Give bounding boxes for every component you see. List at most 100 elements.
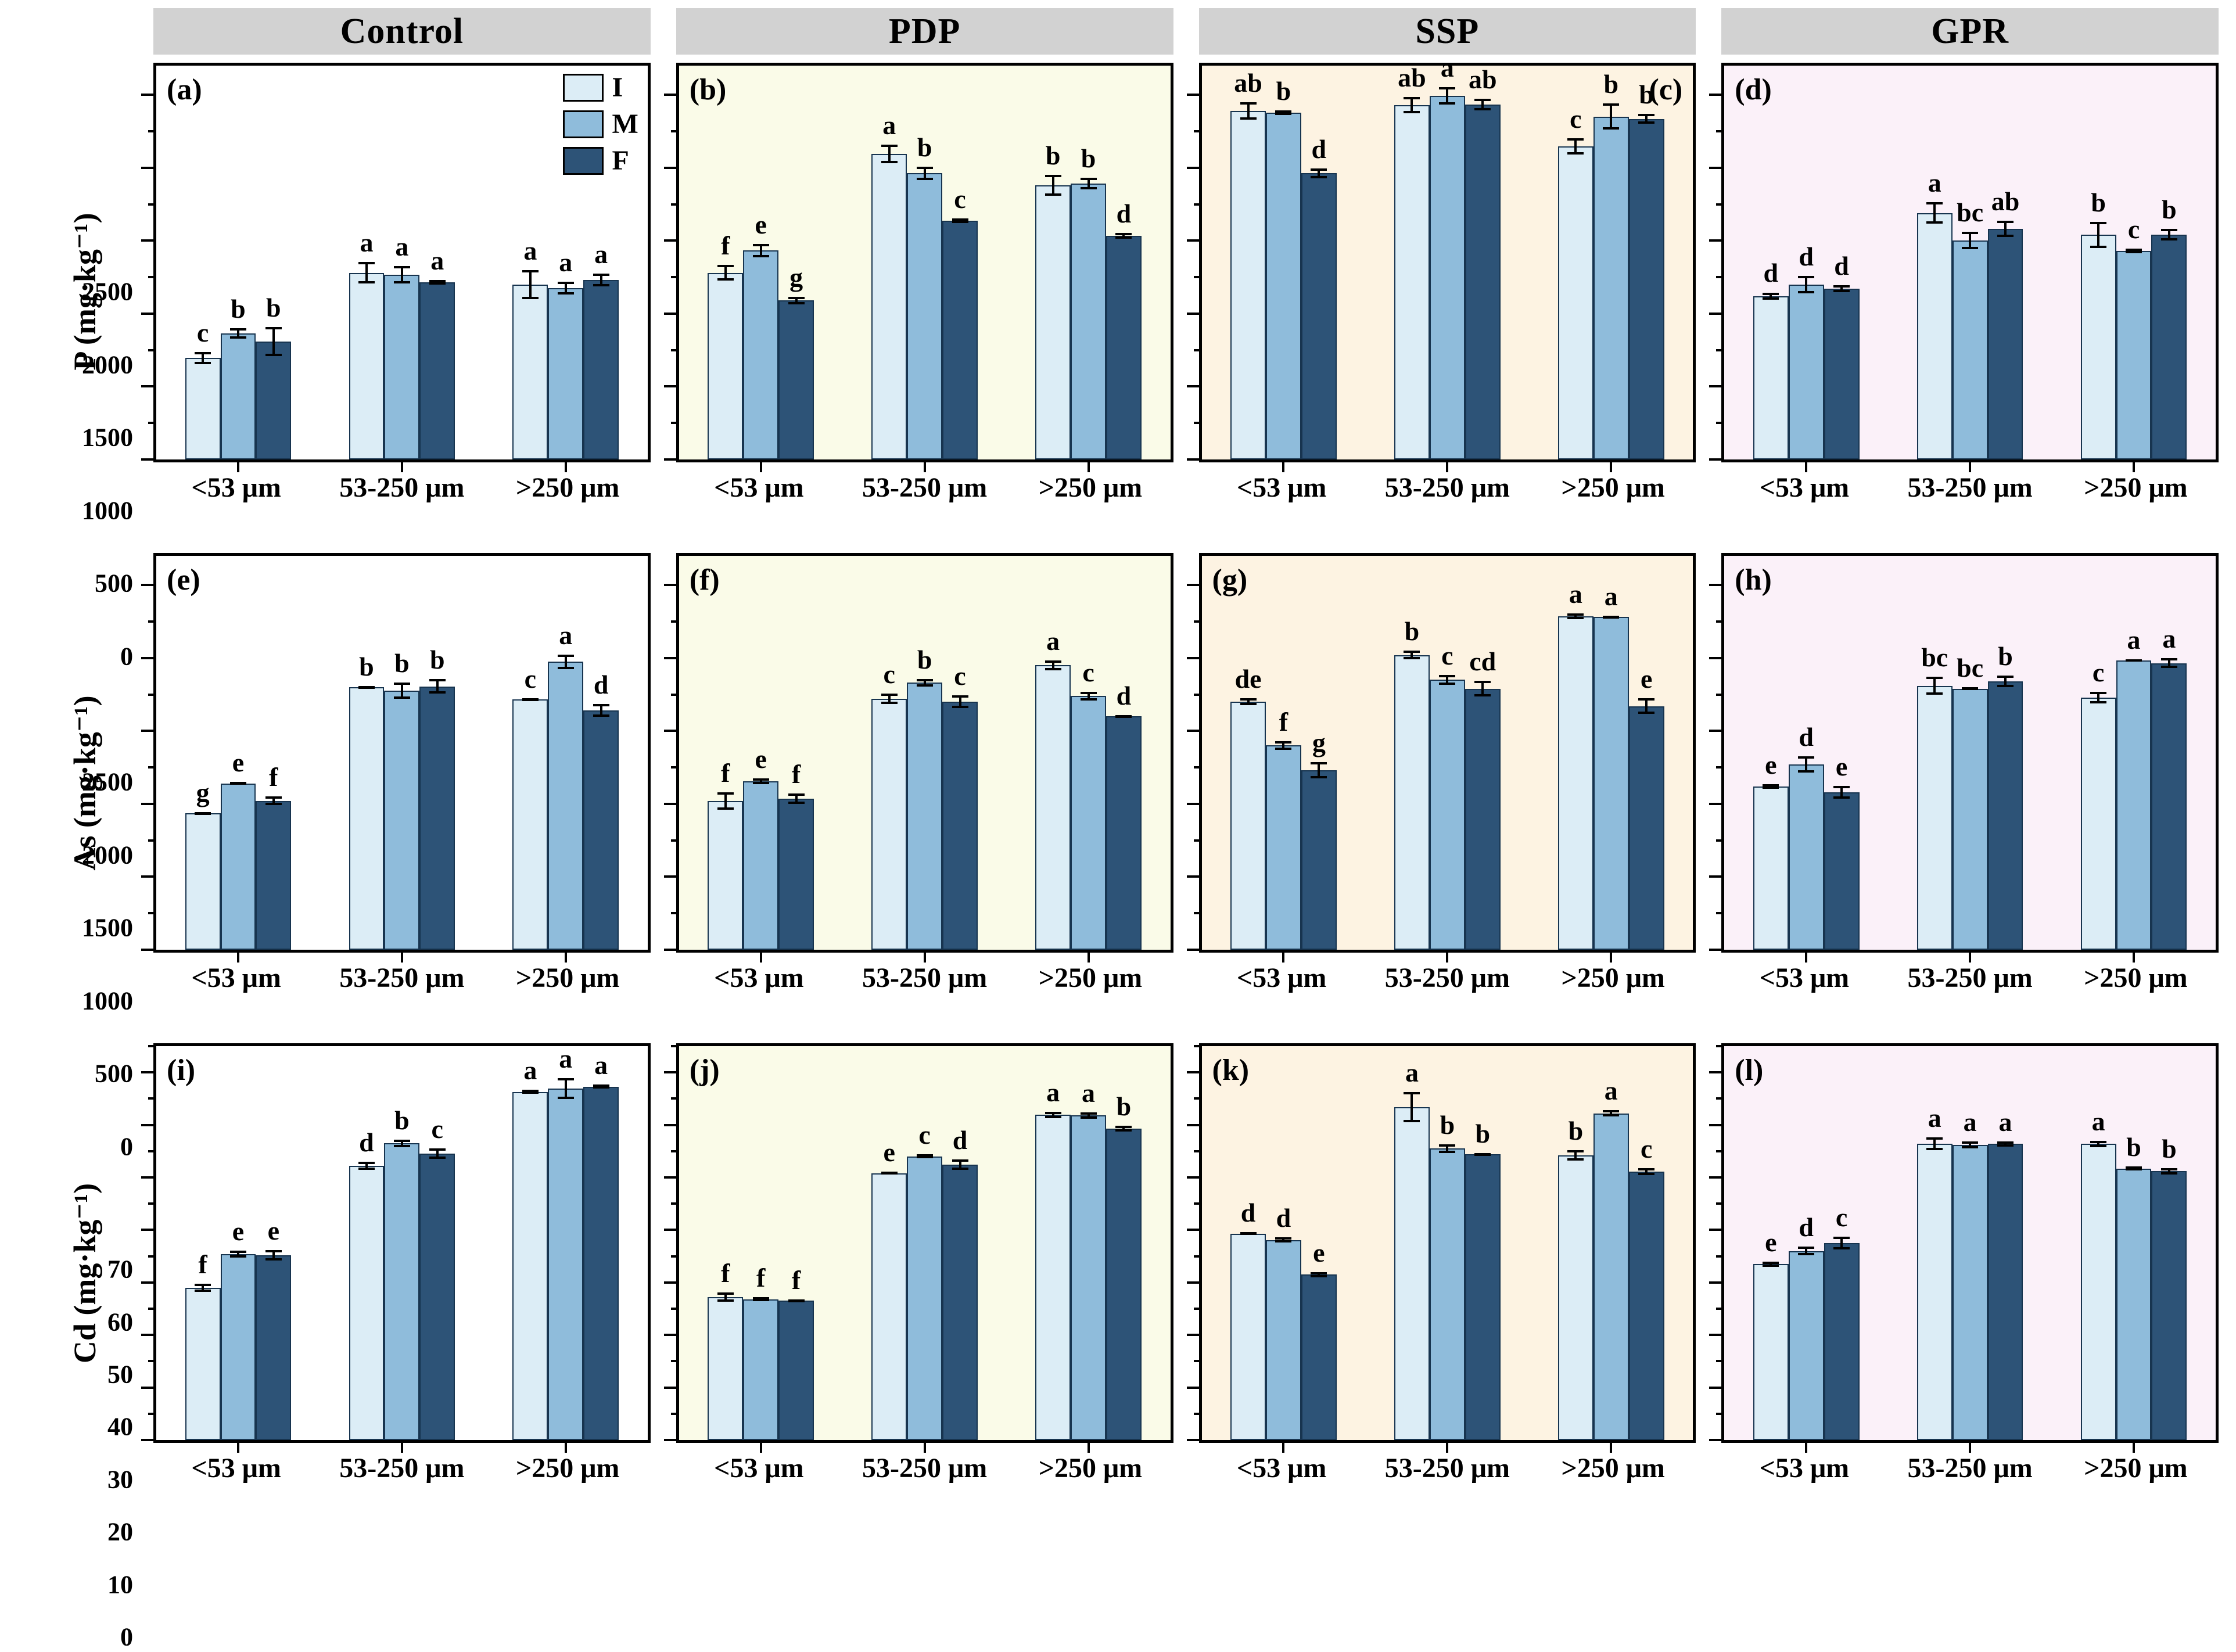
error-bar xyxy=(1770,292,1772,300)
bar-F-group3 xyxy=(583,710,619,950)
sig-letter: f xyxy=(198,1249,207,1279)
x-tick xyxy=(1087,950,1090,963)
y-minor-tick xyxy=(148,1202,156,1205)
sig-letter: e xyxy=(232,748,245,778)
y-minor-tick xyxy=(1193,766,1202,769)
panel-l-xlabels: <53 μm 53-250 μm >250 μm xyxy=(1721,1443,2219,1503)
bar-M-group1 xyxy=(743,781,779,950)
error-bar xyxy=(1122,232,1125,239)
y-major-tick xyxy=(1186,730,1202,732)
sig-letter: e xyxy=(1640,663,1653,694)
error-bar xyxy=(1610,103,1613,130)
x-category-label: >250 μm xyxy=(515,963,620,993)
panel-e-plot: (e) 0 500 1000 1500 2000 2500 g b c e b a f b d xyxy=(82,553,651,1161)
y-major-tick xyxy=(663,875,679,878)
y-major-tick xyxy=(141,656,156,659)
bar-F-group1 xyxy=(1824,289,1860,459)
y-major-tick xyxy=(663,94,679,96)
y-major-tick xyxy=(1709,94,1725,96)
sig-letter: d xyxy=(1311,134,1327,164)
panel-label-i: (i) xyxy=(167,1054,196,1087)
sig-letter: c xyxy=(954,184,966,214)
y-major-tick xyxy=(1186,94,1202,96)
bar-F-group1 xyxy=(256,800,292,950)
panel-c-xlabels: <53 μm 53-250 μm >250 μm xyxy=(1199,462,1696,523)
bar-I-group3 xyxy=(512,284,548,459)
error-bar xyxy=(1247,1232,1250,1236)
bar-I-group2 xyxy=(871,153,907,459)
x-category-label: >250 μm xyxy=(2084,472,2188,503)
panel-k-xlabels: <53 μm 53-250 μm >250 μm xyxy=(1199,1443,1696,1503)
x-category-label: 53-250 μm xyxy=(862,472,988,503)
y-major-tick xyxy=(1709,1229,1725,1231)
panel-d-plot: (d) d a b d bc c d ab b xyxy=(1709,63,2219,472)
error-bar xyxy=(1933,202,1936,224)
sig-letter: a xyxy=(559,1044,573,1074)
error-bar xyxy=(1051,175,1054,196)
bar-I-group2 xyxy=(1394,105,1430,459)
y-minor-tick xyxy=(148,422,156,425)
error-bar xyxy=(923,679,926,687)
y-major-tick xyxy=(663,166,679,169)
panel-b-xlabels: <53 μm 53-250 μm >250 μm xyxy=(676,462,1173,523)
sig-letter: d xyxy=(1763,258,1779,288)
error-bar xyxy=(1645,113,1648,124)
bar-F-group3 xyxy=(1628,1172,1664,1440)
error-bar xyxy=(1933,677,1936,695)
y-major-tick xyxy=(1709,1123,1725,1126)
bar-F-group3 xyxy=(583,280,619,459)
x-category-label: <53 μm xyxy=(714,963,804,993)
sig-letter: b xyxy=(2091,187,2106,217)
y-major-tick xyxy=(663,584,679,587)
sig-letter: c xyxy=(1570,104,1582,134)
sig-letter: e xyxy=(1765,750,1777,780)
error-bar xyxy=(400,266,403,284)
x-category-label: <53 μm xyxy=(1236,472,1327,503)
column-title-control: Control xyxy=(153,8,651,55)
x-category-label: >250 μm xyxy=(1561,963,1665,993)
bar-I-group3 xyxy=(2080,697,2116,950)
error-bar xyxy=(202,1283,204,1292)
panel-i-xlabels: <53 μm 53-250 μm >250 μm xyxy=(153,1443,651,1503)
y-tick-label: 500 xyxy=(95,569,133,598)
y-minor-tick xyxy=(670,1150,679,1152)
sig-letter: b xyxy=(394,648,410,678)
bar-I-group3 xyxy=(1035,1115,1071,1440)
bar-F-group1 xyxy=(256,341,292,459)
bar-M-group1 xyxy=(1266,745,1301,950)
sig-letter: b xyxy=(2162,195,2177,225)
error-bar xyxy=(400,1139,403,1147)
sig-letter: a xyxy=(1604,581,1618,611)
y-minor-tick xyxy=(1193,1045,1202,1047)
y-major-tick xyxy=(663,1071,679,1074)
bar-I-group2 xyxy=(871,699,907,950)
error-bar xyxy=(1481,99,1484,111)
y-tick-label: 30 xyxy=(107,1465,133,1494)
bar-F-group3 xyxy=(1106,716,1142,950)
bar-F-group1 xyxy=(256,1255,292,1440)
y-minor-tick xyxy=(670,422,679,425)
error-bar xyxy=(2004,1141,2007,1147)
sig-letter: b xyxy=(1475,1118,1491,1148)
bar-M-group3 xyxy=(548,662,584,950)
figure: P (mg·kg⁻¹) Control (a) 0 500 1000 1500 2000 2… xyxy=(0,0,2236,1514)
panel-f-xlabels: <53 μm 53-250 μm >250 μm xyxy=(676,953,1173,1013)
y-major-tick xyxy=(1186,1281,1202,1284)
bar-M-group3 xyxy=(1593,617,1629,950)
sig-letter: a xyxy=(1082,1078,1096,1108)
error-bar xyxy=(923,1154,926,1159)
bar-I-group2 xyxy=(349,1166,385,1440)
sig-letter: bc xyxy=(1957,197,1984,228)
sig-letter: f xyxy=(1279,706,1289,737)
x-tick xyxy=(400,459,403,472)
bar-F-group3 xyxy=(2151,663,2187,950)
x-tick xyxy=(759,950,762,963)
error-bar xyxy=(1645,1168,1648,1176)
y-major-tick xyxy=(663,1176,679,1179)
bar-I-group3 xyxy=(1557,616,1593,950)
y-major-tick xyxy=(1186,584,1202,587)
y-major-tick xyxy=(663,1123,679,1126)
error-bar xyxy=(1574,138,1577,155)
error-bar xyxy=(2167,1168,2170,1175)
sig-letter: b xyxy=(1404,616,1420,647)
